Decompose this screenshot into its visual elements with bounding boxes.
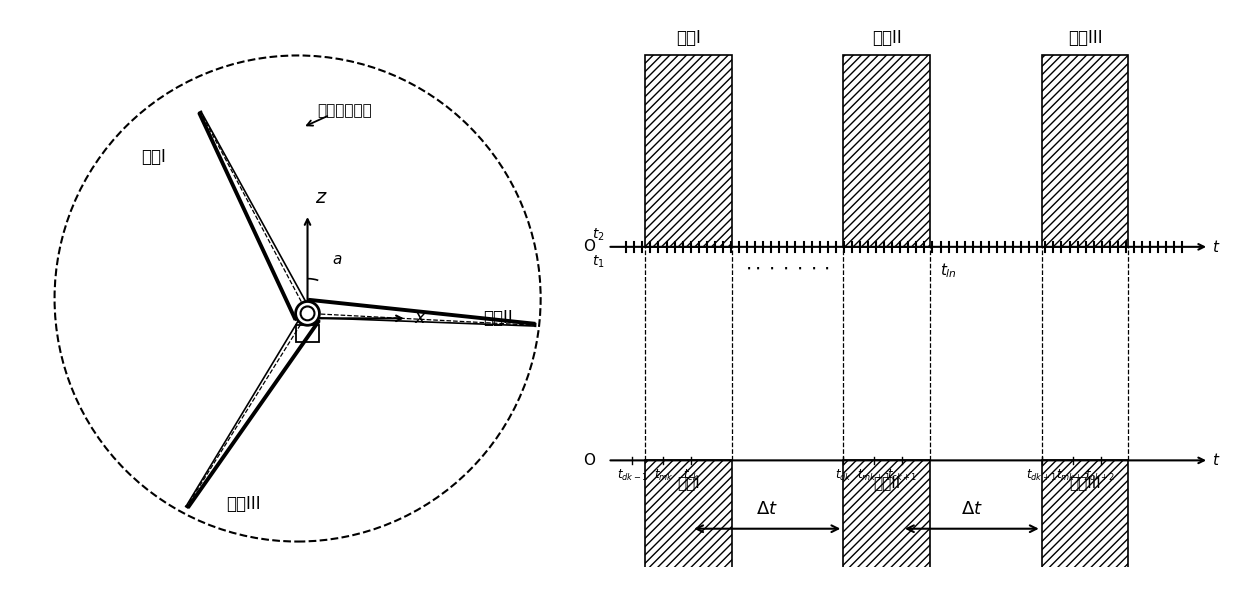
Polygon shape: [200, 112, 311, 320]
Bar: [645, 460, 732, 597]
Text: $x$: $x$: [414, 309, 428, 327]
Circle shape: [300, 306, 315, 321]
Text: 叶片I: 叶片I: [141, 148, 166, 166]
Text: $t_{mk+2}$: $t_{mk+2}$: [1055, 468, 1090, 483]
Bar: [843, 460, 930, 597]
Text: 叶片III: 叶片III: [1068, 29, 1102, 47]
Text: $t$: $t$: [1211, 453, 1220, 469]
Text: $\Delta t$: $\Delta t$: [961, 500, 983, 518]
Text: 叶片I: 叶片I: [677, 475, 699, 490]
Text: $t_{dk+1}$: $t_{dk+1}$: [1025, 468, 1058, 483]
Text: $t_{dk}$: $t_{dk}$: [835, 468, 852, 483]
Text: $t$: $t$: [1211, 239, 1220, 255]
Polygon shape: [308, 300, 536, 326]
Bar: [645, 55, 732, 247]
Text: 叶片III: 叶片III: [1069, 475, 1101, 490]
Bar: [1042, 55, 1128, 247]
Circle shape: [295, 301, 320, 325]
Text: 叶片II: 叶片II: [873, 475, 900, 490]
Text: 叶片II: 叶片II: [484, 309, 513, 327]
Text: $a$: $a$: [332, 252, 342, 267]
Text: 叶片I: 叶片I: [676, 29, 701, 47]
Bar: [1042, 460, 1128, 597]
Polygon shape: [186, 311, 319, 507]
Text: $t_{dk-1}$: $t_{dk-1}$: [616, 468, 649, 483]
Text: 叶片II: 叶片II: [872, 29, 901, 47]
Text: $t_{mk+1}$: $t_{mk+1}$: [857, 468, 892, 483]
Text: $t_{ck+1}$: $t_{ck+1}$: [887, 468, 918, 483]
Text: $z$: $z$: [315, 187, 327, 207]
Text: $t_{ck}$: $t_{ck}$: [683, 468, 699, 483]
Text: $t_{mk}$: $t_{mk}$: [653, 468, 673, 483]
Text: 叶片旋转方向: 叶片旋转方向: [317, 103, 372, 118]
Text: 叶片III: 叶片III: [226, 496, 260, 513]
Text: $t_2$: $t_2$: [591, 227, 605, 243]
Text: $\Delta t$: $\Delta t$: [756, 500, 779, 518]
Text: $t_1$: $t_1$: [591, 254, 605, 270]
Text: O: O: [583, 453, 595, 468]
Bar: [296, 325, 319, 342]
Text: $t_{ln}$: $t_{ln}$: [940, 261, 957, 279]
Bar: [843, 55, 930, 247]
Text: O: O: [583, 239, 595, 254]
Text: $\cdot\cdot\cdot\cdot\cdot\cdot\cdot$: $\cdot\cdot\cdot\cdot\cdot\cdot\cdot$: [745, 259, 830, 278]
Text: $t_{ck+2}$: $t_{ck+2}$: [1085, 468, 1116, 483]
